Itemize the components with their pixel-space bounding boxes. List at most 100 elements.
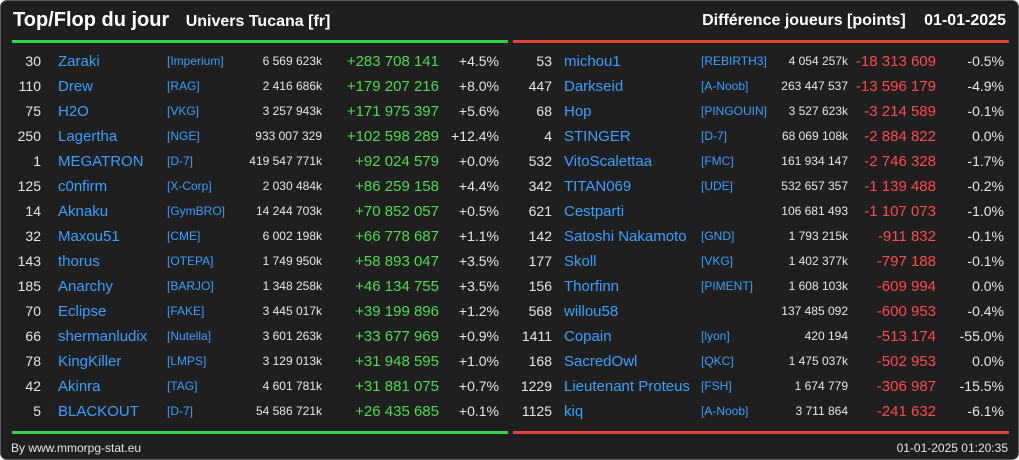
flop-row: 568 willou58 137 485 092 -600 953 -0.4% [509,299,1018,324]
alliance-tag-link[interactable]: [lyon] [701,329,730,343]
player-points: 420 194 [804,329,848,343]
player-name-link[interactable]: willou58 [564,303,619,320]
player-name-link[interactable]: Lagertha [58,128,118,145]
player-name-link[interactable]: Copain [564,328,612,345]
alliance-tag-link[interactable]: [PIMENT] [701,279,754,293]
player-name-link[interactable]: kiq [564,403,584,420]
alliance-tag-link[interactable]: [GND] [701,229,735,243]
alliance-tag-link[interactable]: [D-7] [167,404,194,418]
player-name-link[interactable]: Satoshi Nakamoto [564,228,687,245]
alliance-tag-link[interactable]: [FAKE] [167,304,205,318]
player-name-link[interactable]: Hop [564,103,592,120]
percent-change: +4.5% [458,53,499,69]
player-points: 1 402 377k [788,254,848,268]
player-name-link[interactable]: Skoll [564,253,597,270]
player-rank: 5 [33,403,41,419]
player-points: 14 244 703k [255,204,322,218]
alliance-tag-link[interactable]: [FMC] [701,154,734,168]
alliance-tag-link[interactable]: [Imperium] [167,54,224,68]
top-row: 14 Aknaku [GymBRO] 14 244 703k +70 852 057 +0… [1,199,509,224]
points-difference: +33 677 969 [355,328,439,345]
player-name-link[interactable]: c0nfirm [58,178,108,195]
alliance-tag-link[interactable]: [VKG] [701,254,734,268]
alliance-tag-link[interactable]: [A-Noob] [701,404,749,418]
player-name-link[interactable]: TITAN069 [564,178,632,195]
top-row: 75 H2O [VKG] 3 257 943k +171 975 397 +5.6% [1,99,509,124]
player-name-link[interactable]: Aknaku [58,203,109,220]
player-name-link[interactable]: Anarchy [58,278,114,295]
player-name-link[interactable]: BLACKOUT [58,403,139,420]
points-difference: +283 708 141 [346,53,439,70]
percent-change: -15.5% [959,378,1004,394]
alliance-tag-link[interactable]: [RAG] [167,79,200,93]
alliance-tag-link[interactable]: [QKC] [701,354,734,368]
points-difference: +31 948 595 [355,353,439,370]
top-row: 78 KingKiller [LMPS] 3 129 013k +31 948 595 +… [1,349,509,374]
player-points: 3 527 623k [788,104,848,118]
percent-change: -0.2% [967,178,1004,194]
alliance-tag-link[interactable]: [A-Noob] [701,79,749,93]
alliance-tag-link[interactable]: [REBIRTH3] [701,54,767,68]
percent-change: +1.0% [458,353,499,369]
alliance-tag-link[interactable]: [CME] [167,229,201,243]
points-difference: +58 893 047 [355,253,439,270]
alliance-tag-link[interactable]: [TAG] [167,379,198,393]
player-points: 6 002 198k [262,229,322,243]
flop-divider-bottom [513,431,1009,434]
player-name-link[interactable]: MEGATRON [58,153,144,170]
player-name-link[interactable]: michou1 [564,53,621,70]
alliance-tag-link[interactable]: [D-7] [701,129,728,143]
alliance-tag-link[interactable]: [VKG] [167,104,200,118]
player-name-link[interactable]: Darkseid [564,78,624,95]
player-rank: 75 [25,103,41,119]
player-name-link[interactable]: shermanludix [58,328,148,345]
top-divider-top [12,40,508,43]
player-points: 532 657 357 [781,179,848,193]
player-rank: 143 [17,253,41,269]
alliance-tag-link[interactable]: [NGE] [167,129,200,143]
flop-row: 447 Darkseid [A-Noob] 263 447 537 -13 596 17… [509,74,1018,99]
player-rank: 53 [536,53,552,69]
percent-change: -1.0% [967,203,1004,219]
percent-change: -1.7% [967,153,1004,169]
player-name-link[interactable]: SacredOwl [564,353,638,370]
player-name-link[interactable]: Drew [58,78,94,95]
player-rank: 14 [25,203,41,219]
player-name-link[interactable]: H2O [58,103,89,120]
percent-change: +8.0% [458,78,499,94]
alliance-tag-link[interactable]: [GymBRO] [167,204,226,218]
alliance-tag-link[interactable]: [FSH] [701,379,732,393]
alliance-tag-link[interactable]: [OTEPA] [167,254,214,268]
player-name-link[interactable]: STINGER [564,128,631,145]
player-name-link[interactable]: Eclipse [58,303,107,320]
alliance-tag-link[interactable]: [BARJO] [167,279,214,293]
alliance-tag-link[interactable]: [PINGOUIN] [701,104,768,118]
player-name-link[interactable]: thorus [58,253,100,270]
points-difference: +31 881 075 [355,378,439,395]
player-name-link[interactable]: Akinra [58,378,101,395]
player-name-link[interactable]: VitoScalettaa [564,153,653,170]
header-date: 01-01-2025 [924,12,1006,29]
alliance-tag-link[interactable]: [Nutella] [167,329,212,343]
player-rank: 42 [25,378,41,394]
flop-row: 4 STINGER [D-7] 68 069 108k -2 884 822 0.0% [509,124,1018,149]
flop-row: 156 Thorfinn [PIMENT] 1 608 103k -609 994 0.0… [509,274,1018,299]
player-name-link[interactable]: Lieutenant Proteus [564,378,690,395]
alliance-tag-link[interactable]: [LMPS] [167,354,207,368]
alliance-tag-link[interactable]: [UDE] [701,179,734,193]
alliance-tag-link[interactable]: [X-Corp] [167,179,212,193]
player-name-link[interactable]: Maxou51 [58,228,120,245]
player-name-link[interactable]: Thorfinn [564,278,620,295]
points-difference: +66 778 687 [355,228,439,245]
player-name-link[interactable]: KingKiller [58,353,122,370]
percent-change: -0.5% [967,53,1004,69]
player-rank: 1 [33,153,41,169]
points-difference: +86 259 158 [355,178,439,195]
player-name-link[interactable]: Zaraki [58,53,100,70]
top-row: 30 Zaraki [Imperium] 6 569 623k +283 708 141… [1,49,509,74]
player-rank: 70 [25,303,41,319]
player-name-link[interactable]: Cestparti [564,203,625,220]
percent-change: +3.5% [458,253,499,269]
alliance-tag-link[interactable]: [D-7] [167,154,194,168]
top-divider-bottom [12,431,508,434]
